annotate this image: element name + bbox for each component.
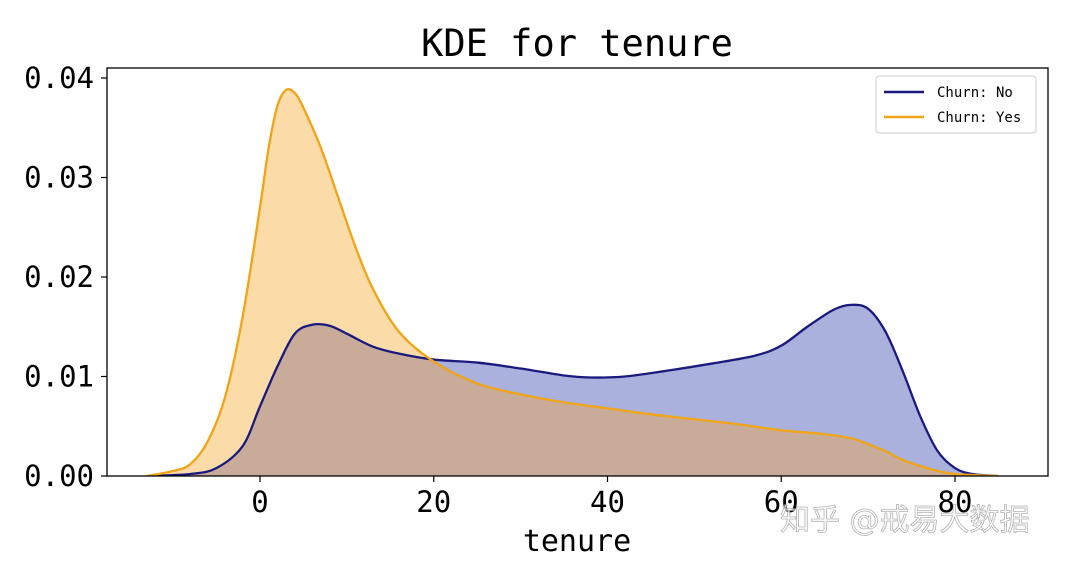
plot-frame <box>106 67 1049 477</box>
plot-area <box>146 87 999 476</box>
y-tick-label: 0.04 <box>24 61 94 95</box>
y-tick-label: 0.03 <box>24 161 94 195</box>
legend-label-churn-yes: Churn: Yes <box>937 110 1021 126</box>
y-tick-label: 0.01 <box>24 360 94 394</box>
y-axis: 0.00 0.01 0.02 0.03 0.04 <box>24 61 107 493</box>
y-tick-label: 0.02 <box>24 260 94 294</box>
churn-yes-line <box>146 87 999 476</box>
chart-title: KDE for tenure <box>421 22 733 65</box>
legend: Churn: No Churn: Yes <box>875 75 1037 134</box>
y-tick-label: 0.00 <box>24 459 94 493</box>
x-tick-label: 20 <box>416 485 451 519</box>
x-tick-label: 60 <box>764 485 799 519</box>
watermark: 知乎 @戒易大数据 <box>780 503 1030 538</box>
x-axis-label: tenure <box>523 524 631 559</box>
x-tick-label: 0 <box>251 485 268 519</box>
legend-label-churn-no: Churn: No <box>937 85 1013 101</box>
x-tick-label: 80 <box>938 485 973 519</box>
churn-no-line <box>147 303 999 476</box>
x-axis: 0 20 40 60 80 <box>251 476 972 519</box>
x-tick-label: 40 <box>590 485 625 519</box>
legend-box <box>875 75 1037 134</box>
